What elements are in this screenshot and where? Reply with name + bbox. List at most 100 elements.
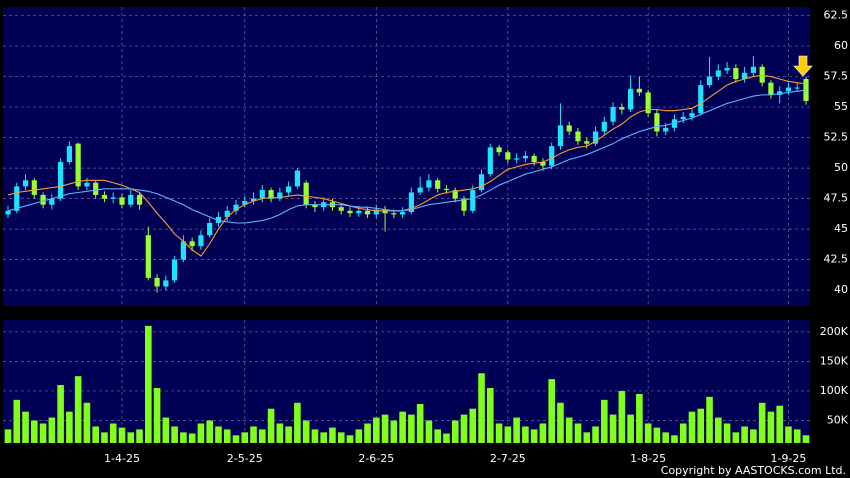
candle-body (128, 194, 134, 205)
x-tick-label: 2-7-25 (490, 452, 526, 465)
volume-bar (267, 408, 275, 443)
volume-bar (627, 414, 634, 443)
volume-bar (39, 423, 47, 443)
candle-body (207, 223, 213, 236)
candle-body (373, 209, 379, 215)
candle-body (531, 155, 537, 162)
volume-bar (706, 396, 713, 443)
candle-body (461, 198, 467, 211)
volume-bar (74, 376, 82, 443)
volume-bar (232, 435, 240, 443)
moving-average-line (7, 74, 807, 257)
candle-body (215, 216, 222, 224)
y-tick-label: 60 (834, 39, 848, 52)
x-tick-label: 1-4-25 (104, 452, 140, 465)
candle-body (391, 213, 397, 215)
candle-body (22, 180, 29, 187)
candle-body (347, 210, 353, 214)
volume-bar (618, 390, 626, 443)
y-tick-label: 200K (820, 325, 849, 338)
candle-body (189, 241, 195, 247)
candle-body (163, 280, 169, 287)
grid (3, 7, 810, 443)
y-tick-label: 57.5 (824, 70, 849, 83)
volume-bar (162, 417, 170, 443)
volume-bar (425, 420, 433, 443)
y-tick-label: 47.5 (824, 192, 849, 205)
volume-bar (469, 408, 477, 443)
y-tick-label: 40 (834, 283, 848, 296)
volume-bar (355, 429, 363, 443)
candle-body (382, 209, 388, 214)
candle-body (75, 143, 81, 187)
volume-bar (793, 429, 801, 443)
volume-bar (223, 429, 231, 443)
volume-bar (399, 411, 406, 443)
candle-body (592, 131, 599, 144)
volume-bar (548, 379, 555, 443)
candle-body (540, 161, 546, 166)
volume-bar (48, 417, 56, 443)
volume-bar (434, 429, 441, 443)
volume-bar (758, 402, 766, 443)
volume-bar (601, 399, 608, 443)
y-tick-label: 50K (827, 414, 849, 427)
volume-bar (460, 414, 468, 443)
candle-body (101, 194, 108, 199)
candle-body (435, 180, 441, 189)
volume-bar (57, 385, 64, 443)
volume-bar (644, 423, 652, 443)
candle-body (259, 190, 265, 199)
candle-body (663, 127, 669, 132)
candle-body (803, 79, 809, 101)
candle-body (601, 121, 607, 132)
volume-bar (408, 414, 415, 443)
candle-body (671, 119, 678, 128)
volume-bar (653, 427, 661, 443)
volume-bar (495, 423, 503, 443)
volume-bar (697, 408, 705, 443)
candle-body (470, 190, 476, 211)
y-tick-label: 150K (820, 354, 849, 367)
volume-bar (732, 432, 740, 443)
volume-bar (145, 325, 152, 443)
candle-body (40, 194, 46, 205)
candle-body (172, 259, 178, 281)
volume-bar (741, 426, 748, 443)
volume-bar (250, 426, 257, 443)
volume-panel (3, 320, 810, 443)
candle-body (242, 201, 248, 205)
price-panel (3, 7, 810, 306)
candle-body (452, 190, 458, 199)
volume-bar (373, 417, 380, 443)
y-tick-label: 50 (834, 161, 848, 174)
candle-body (628, 88, 634, 110)
volume-bar (66, 411, 73, 443)
volume-bar (215, 426, 222, 443)
volume-bar (136, 429, 143, 443)
candle-body (619, 107, 625, 110)
candle-body (93, 182, 99, 195)
candle-body (180, 241, 186, 260)
candle-body (233, 204, 239, 211)
volume-bar (530, 429, 538, 443)
candle-body (706, 76, 713, 86)
volume-bar (31, 420, 38, 443)
volume-bar (671, 435, 678, 443)
candle-body (768, 82, 774, 95)
volume-bar (285, 426, 292, 443)
volume-bar (381, 414, 389, 443)
candle-body (566, 125, 572, 132)
candle-body (250, 198, 257, 202)
volume-bar (539, 423, 547, 443)
volume-bar (197, 423, 205, 443)
candle-body (417, 187, 423, 193)
volume-bar (364, 423, 371, 443)
candle-body (654, 113, 660, 132)
volume-bar (785, 426, 792, 443)
candle-body (154, 277, 160, 287)
volume-bar (311, 429, 319, 443)
volume-bar (92, 426, 99, 443)
